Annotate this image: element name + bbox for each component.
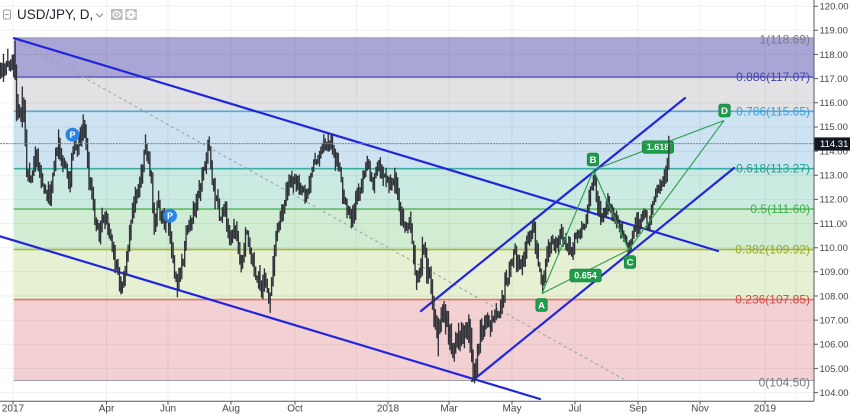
svg-text:1(118.69): 1(118.69) — [760, 33, 810, 47]
svg-text:0(104.50): 0(104.50) — [759, 375, 810, 389]
svg-text:111.00: 111.00 — [820, 219, 848, 230]
svg-text:116.00: 116.00 — [820, 98, 848, 109]
svg-text:113.00: 113.00 — [820, 171, 848, 182]
svg-text:114.31: 114.31 — [820, 139, 848, 150]
svg-text:USD/JPY, D,: USD/JPY, D, — [17, 7, 93, 22]
svg-text:Sep: Sep — [629, 404, 647, 415]
svg-text:May: May — [503, 404, 522, 415]
svg-text:109.00: 109.00 — [820, 267, 849, 278]
svg-text:120.00: 120.00 — [820, 2, 849, 13]
svg-text:B: B — [590, 155, 597, 166]
svg-text:107.00: 107.00 — [820, 315, 849, 326]
svg-text:Jul: Jul — [569, 404, 582, 415]
svg-text:0.382(109.92): 0.382(109.92) — [735, 243, 810, 257]
svg-text:Oct: Oct — [287, 404, 303, 415]
svg-text:Apr: Apr — [99, 404, 115, 415]
svg-text:0.886(117.07): 0.886(117.07) — [736, 70, 810, 84]
svg-text:0.654: 0.654 — [574, 271, 597, 281]
svg-text:1.618: 1.618 — [647, 142, 670, 152]
svg-text:Aug: Aug — [222, 404, 240, 415]
svg-text:0.786(115.65): 0.786(115.65) — [736, 104, 810, 118]
svg-text:0.236(107.85): 0.236(107.85) — [735, 293, 810, 307]
svg-text:110.00: 110.00 — [820, 243, 848, 254]
svg-text:2017: 2017 — [2, 404, 25, 415]
svg-text:Nov: Nov — [691, 404, 709, 415]
svg-text:A: A — [538, 300, 545, 311]
svg-text:Mar: Mar — [440, 404, 458, 415]
svg-text:117.00: 117.00 — [820, 74, 848, 85]
svg-text:2019: 2019 — [754, 404, 777, 415]
svg-text:0.5(111.60): 0.5(111.60) — [750, 202, 810, 216]
svg-text:2018: 2018 — [377, 404, 400, 415]
svg-text:104.00: 104.00 — [820, 388, 849, 399]
svg-text:P: P — [69, 130, 75, 140]
svg-text:106.00: 106.00 — [820, 340, 849, 351]
svg-text:114.00: 114.00 — [820, 146, 848, 157]
svg-text:115.00: 115.00 — [820, 122, 848, 133]
svg-text:108.00: 108.00 — [820, 291, 849, 302]
svg-text:119.00: 119.00 — [820, 26, 848, 37]
svg-text:118.00: 118.00 — [820, 50, 848, 61]
svg-text:112.00: 112.00 — [820, 195, 848, 206]
svg-text:P: P — [167, 211, 173, 221]
svg-text:Jun: Jun — [160, 404, 176, 415]
svg-text:D: D — [721, 106, 728, 117]
svg-text:0.618(113.27): 0.618(113.27) — [736, 162, 810, 176]
svg-text:C: C — [627, 257, 634, 268]
svg-text:105.00: 105.00 — [820, 364, 849, 375]
